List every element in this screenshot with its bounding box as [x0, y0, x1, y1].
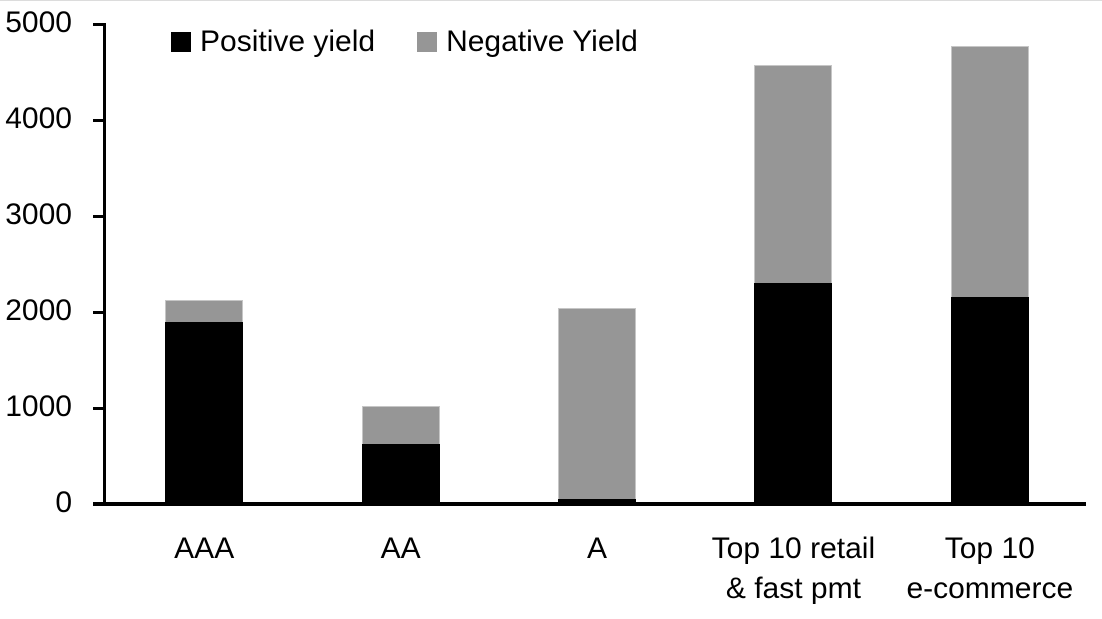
- y-tick-label-0: 0: [55, 486, 72, 519]
- bar-segment-negative-2: [558, 308, 636, 500]
- legend-label-negative-yield: Negative Yield: [446, 25, 638, 58]
- y-tick-label-2000: 2000: [5, 294, 72, 327]
- bar-segment-negative-0: [165, 299, 244, 322]
- bar-segment-positive-4: [950, 296, 1029, 504]
- bar-segment-positive-0: [165, 321, 244, 504]
- bar-segment-negative-3: [754, 65, 833, 284]
- negative-yield-swatch-icon: [417, 32, 438, 52]
- bar-segment-positive-3: [754, 283, 833, 504]
- bar-segment-negative-4: [950, 46, 1029, 297]
- y-tick-label-5000: 5000: [5, 6, 72, 39]
- y-axis-line: [103, 24, 106, 504]
- y-tick-label-1000: 1000: [5, 390, 72, 423]
- y-tick-2000: [93, 310, 106, 314]
- positive-yield-swatch-icon: [171, 32, 191, 52]
- x-axis-label-4: Top 10 e-commerce: [906, 532, 1074, 605]
- legend-item-positive-yield: Positive yield: [171, 27, 375, 57]
- bar-segment-positive-1: [361, 443, 440, 504]
- x-axis-label-1: AA: [380, 532, 421, 565]
- y-tick-label-4000: 4000: [5, 102, 72, 135]
- x-axis-label-3: Top 10 retail & fast pmt: [711, 532, 876, 605]
- y-tick-4000: [93, 118, 106, 122]
- y-tick-3000: [93, 214, 106, 218]
- bar-segment-positive-2: [558, 499, 636, 504]
- x-axis-line: [93, 502, 1086, 506]
- bar-segment-negative-1: [361, 406, 440, 444]
- y-tick-5000: [93, 22, 106, 26]
- x-axis-label-2: A: [586, 532, 607, 565]
- x-axis-label-0: AAA: [174, 532, 235, 565]
- y-tick-label-3000: 3000: [5, 198, 72, 231]
- y-tick-1000: [93, 406, 106, 410]
- chart-legend: Positive yield Negative Yield: [171, 27, 638, 57]
- legend-item-negative-yield: Negative Yield: [417, 27, 638, 57]
- legend-label-positive-yield: Positive yield: [200, 25, 376, 58]
